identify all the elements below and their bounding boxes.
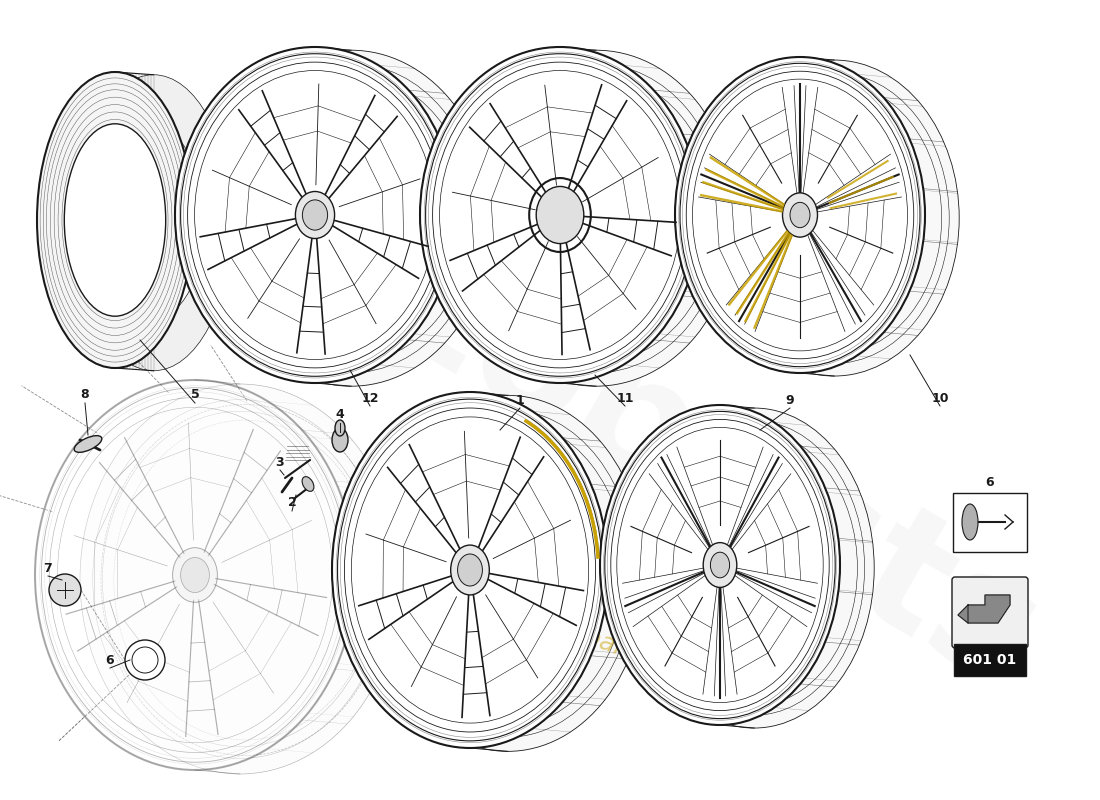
Ellipse shape bbox=[35, 380, 355, 770]
Ellipse shape bbox=[420, 47, 700, 383]
Ellipse shape bbox=[74, 436, 102, 452]
Ellipse shape bbox=[125, 640, 165, 680]
Text: 2: 2 bbox=[287, 497, 296, 510]
Ellipse shape bbox=[50, 574, 81, 606]
Text: 5: 5 bbox=[190, 389, 199, 402]
FancyBboxPatch shape bbox=[954, 644, 1026, 676]
Ellipse shape bbox=[600, 405, 840, 725]
Ellipse shape bbox=[711, 552, 729, 578]
Ellipse shape bbox=[536, 186, 584, 243]
Ellipse shape bbox=[336, 420, 345, 436]
Ellipse shape bbox=[173, 548, 218, 602]
Polygon shape bbox=[958, 605, 968, 623]
Ellipse shape bbox=[296, 191, 334, 238]
FancyBboxPatch shape bbox=[953, 493, 1027, 552]
Text: 6: 6 bbox=[106, 654, 114, 666]
Ellipse shape bbox=[635, 408, 874, 728]
Ellipse shape bbox=[302, 200, 328, 230]
Text: 8: 8 bbox=[80, 389, 89, 402]
Ellipse shape bbox=[710, 60, 959, 376]
Ellipse shape bbox=[80, 384, 400, 774]
Ellipse shape bbox=[211, 50, 491, 386]
Text: 7: 7 bbox=[44, 562, 53, 574]
Ellipse shape bbox=[302, 477, 313, 491]
Ellipse shape bbox=[548, 200, 573, 230]
Text: 1: 1 bbox=[516, 394, 525, 406]
Ellipse shape bbox=[332, 428, 348, 452]
FancyBboxPatch shape bbox=[952, 577, 1028, 648]
Ellipse shape bbox=[782, 193, 817, 237]
Text: 11: 11 bbox=[616, 391, 634, 405]
Ellipse shape bbox=[451, 545, 490, 595]
Ellipse shape bbox=[370, 395, 646, 751]
Text: 3: 3 bbox=[276, 455, 284, 469]
Ellipse shape bbox=[790, 202, 810, 228]
Text: 9: 9 bbox=[785, 394, 794, 406]
Ellipse shape bbox=[962, 504, 978, 540]
Text: 6: 6 bbox=[986, 477, 994, 490]
Polygon shape bbox=[968, 595, 1010, 623]
Text: autoposts: autoposts bbox=[174, 115, 1066, 725]
Ellipse shape bbox=[458, 554, 483, 586]
Ellipse shape bbox=[332, 392, 608, 748]
Ellipse shape bbox=[703, 542, 737, 587]
Ellipse shape bbox=[180, 558, 209, 593]
Ellipse shape bbox=[37, 72, 192, 368]
Text: 4: 4 bbox=[336, 409, 344, 422]
Text: 601 01: 601 01 bbox=[964, 653, 1016, 667]
Ellipse shape bbox=[76, 74, 231, 370]
Ellipse shape bbox=[540, 191, 580, 238]
Ellipse shape bbox=[456, 50, 736, 386]
Ellipse shape bbox=[102, 126, 205, 319]
Ellipse shape bbox=[175, 47, 455, 383]
Text: 10: 10 bbox=[932, 391, 948, 405]
Text: 12: 12 bbox=[361, 391, 378, 405]
Ellipse shape bbox=[64, 124, 166, 316]
Text: a passion for parts since: a passion for parts since bbox=[422, 566, 718, 694]
Ellipse shape bbox=[675, 57, 925, 373]
